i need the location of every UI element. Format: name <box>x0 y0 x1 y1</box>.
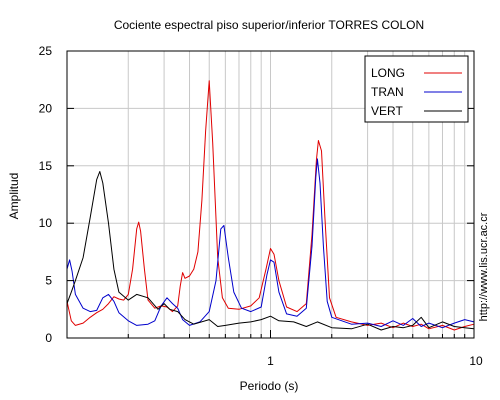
axis-ticks: 0 5 10 15 20 25 1 10 <box>39 44 483 368</box>
series-group <box>66 80 475 331</box>
y-tick-label: 5 <box>45 274 52 288</box>
y-tick-label: 0 <box>45 331 52 345</box>
y-tick-label: 10 <box>39 216 53 230</box>
legend-label-long: LONG <box>371 66 405 80</box>
y-axis-label: Amplitud <box>7 173 21 220</box>
y-tick-label: 20 <box>39 101 53 115</box>
series-tran-line <box>66 158 475 329</box>
y-tick-label: 25 <box>39 44 53 58</box>
x-axis-label: Periodo (s) <box>240 379 299 393</box>
chart-title: Cociente espectral piso superior/inferio… <box>114 18 424 32</box>
legend: LONG TRAN VERT <box>364 55 469 123</box>
series-vert-line <box>66 171 475 331</box>
y-tick-label: 15 <box>39 159 53 173</box>
series-long-line <box>66 80 475 331</box>
legend-label-vert: VERT <box>371 104 403 118</box>
x-tick-label: 10 <box>469 354 483 368</box>
x-tick-label: 1 <box>267 354 274 368</box>
credit-url: http://www.lis.ucr.ac.cr <box>478 212 490 321</box>
legend-label-tran: TRAN <box>371 85 404 99</box>
